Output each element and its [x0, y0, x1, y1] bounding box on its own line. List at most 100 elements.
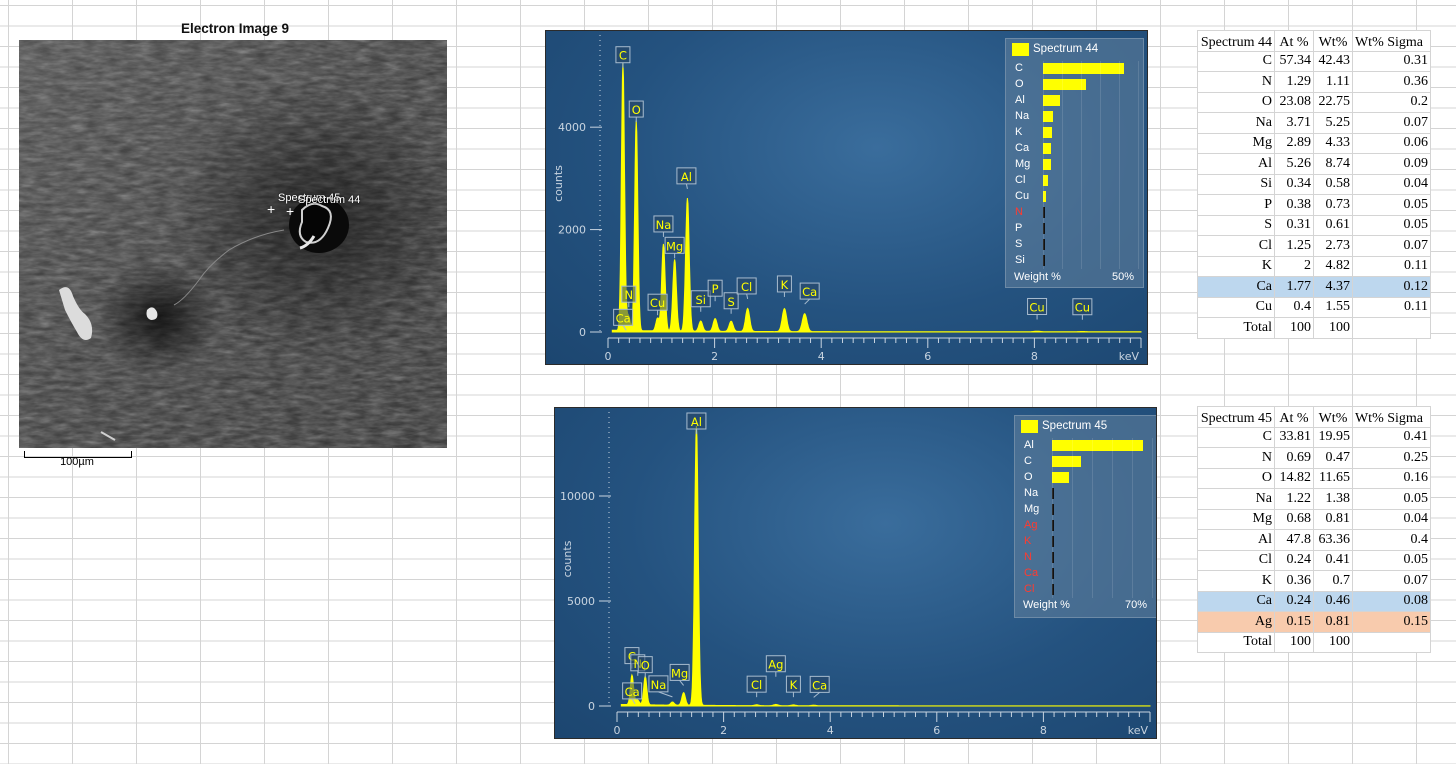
element-cell: Mg: [1197, 508, 1275, 530]
element-cell: N: [1197, 447, 1275, 469]
table-row: Cl 0.24 0.41 0.05: [1197, 549, 1432, 571]
legend-weight-bar: [1052, 488, 1054, 499]
table-row: N 1.29 1.11 0.36: [1197, 71, 1432, 93]
legend-gridline: [1119, 61, 1120, 269]
legend-gridline: [1152, 438, 1153, 598]
legend-element-label: Na: [1015, 110, 1030, 122]
table-row: Total 100 100: [1197, 631, 1432, 653]
table-row: O 14.82 11.65 0.16: [1197, 467, 1432, 489]
element-cell: O: [1197, 91, 1275, 113]
spectrum45-plot: 02468keV0500010000countsCNCaONaMgAlClAgK…: [560, 412, 1151, 737]
peak-label-cu[interactable]: Cu: [1027, 297, 1048, 320]
legend-weight-bar: [1052, 472, 1069, 483]
peak-label-text: Ca: [812, 678, 827, 692]
peak-label-o[interactable]: O: [628, 100, 644, 123]
peak-label-cl[interactable]: Cl: [746, 675, 767, 698]
legend-weight-bar: [1043, 79, 1087, 90]
table-row: C 57.34 42.43 0.31: [1197, 50, 1432, 72]
table-row: Al 47.8 63.36 0.4: [1197, 529, 1432, 551]
spectrum45-marker-icon[interactable]: +: [267, 201, 276, 217]
peak-label-cu[interactable]: Cu: [647, 293, 668, 316]
y-axis-label: counts: [552, 165, 565, 202]
peak-label-text: Na: [656, 218, 672, 232]
table-row: Cl 1.25 2.73 0.07: [1197, 235, 1432, 257]
peak-label-o[interactable]: O: [637, 656, 653, 678]
at-percent-cell: 100: [1274, 631, 1314, 653]
peak-label-box: [676, 167, 697, 185]
at-percent-cell: 1.77: [1274, 276, 1314, 298]
electron-image-title: Electron Image 9: [180, 21, 290, 36]
peak-label-ca[interactable]: Ca: [622, 682, 643, 705]
peak-label-cu[interactable]: Cu: [1072, 298, 1093, 320]
wt-percent-cell: 11.65: [1312, 467, 1353, 489]
peak-label-text: N: [624, 288, 633, 302]
legend-weight-bar: [1043, 63, 1124, 74]
peak-label-text: Na: [651, 678, 667, 692]
legend-element-label: O: [1024, 471, 1033, 483]
sigma-cell: 0.2: [1351, 91, 1432, 113]
legend-weight-bar: [1043, 255, 1045, 266]
peak-label-k[interactable]: K: [785, 675, 801, 698]
at-percent-cell: 14.82: [1274, 467, 1314, 489]
header-spectrum: Spectrum 45: [1197, 406, 1275, 428]
peak-label-na[interactable]: Na: [653, 215, 674, 237]
at-percent-cell: 0.15: [1274, 611, 1314, 633]
peak-label-ca[interactable]: Ca: [799, 282, 820, 305]
peak-label-k[interactable]: K: [776, 275, 792, 297]
header-spectrum: Spectrum 44: [1197, 30, 1275, 52]
spectrum45-chart[interactable]: 02468keV0500010000countsCNCaONaMgAlClAgK…: [554, 407, 1157, 739]
peak-label-box: [615, 46, 631, 64]
sem-electron-image[interactable]: + Spectrum 45 + Spectrum 44: [19, 40, 447, 448]
peak-label-n[interactable]: N: [621, 285, 637, 308]
legend-title: Spectrum 44: [1033, 43, 1099, 55]
sem-image-texture: [19, 40, 447, 448]
at-percent-cell: 33.81: [1274, 426, 1314, 448]
legend-weight-bar: [1043, 191, 1046, 202]
peak-label-cl[interactable]: Cl: [736, 277, 757, 300]
legend-element-label: Na: [1024, 487, 1039, 499]
peak-label-pointer: [804, 298, 811, 305]
at-percent-cell: 1.22: [1274, 488, 1314, 510]
wt-percent-cell: 0.7: [1312, 570, 1353, 592]
spectrum44-chart[interactable]: 0 2 4 6 8 keV 0 2000 4000 counts C N Ca O Cu Na Mg Al Si P S…: [545, 30, 1148, 365]
spectrum44-marker-icon[interactable]: +: [286, 203, 295, 219]
header-sigma: Wt% Sigma: [1351, 406, 1432, 428]
wt-percent-cell: 0.81: [1312, 611, 1353, 633]
at-percent-cell: 0.4: [1274, 296, 1314, 318]
spectrum44-marker-label: Spectrum 44: [298, 194, 361, 206]
legend-gridline: [1072, 438, 1073, 598]
peak-label-al[interactable]: Al: [686, 412, 707, 434]
peak-label-text: Cu: [1075, 301, 1090, 315]
peak-label-si[interactable]: Si: [690, 290, 711, 312]
peak-label-text: Ca: [802, 285, 817, 299]
legend-weight-bar: [1043, 223, 1045, 234]
peak-label-al[interactable]: Al: [676, 167, 697, 189]
element-cell: Ca: [1197, 590, 1275, 612]
peak-label-text: Ag: [768, 658, 783, 672]
legend-element-label: Cl: [1015, 174, 1026, 186]
peak-label-na[interactable]: Na: [648, 675, 673, 698]
scale-bar-label: 100µm: [60, 456, 94, 468]
peak-label-text: Cu: [650, 296, 665, 310]
sigma-cell: 0.36: [1351, 71, 1432, 93]
sigma-cell: 0.11: [1351, 296, 1432, 318]
spectrum44-results-table: Spectrum 44 At % Wt% Wt% Sigma C 57.34 42.…: [1197, 30, 1432, 339]
peak-label-ag[interactable]: Ag: [765, 655, 786, 677]
legend-weight-bar: [1043, 239, 1045, 250]
legend-gridline: [1081, 61, 1082, 269]
legend-weight-bar: [1052, 504, 1054, 515]
peak-label-p[interactable]: P: [707, 279, 723, 302]
peak-label-ca[interactable]: Ca: [613, 308, 634, 331]
spectrum45-legend: Spectrum 45 Al C O Na Mg Ag K N Ca Cl Weight % 70…: [1014, 415, 1156, 618]
spectrum45-results-table: Spectrum 45 At % Wt% Wt% Sigma C 33.81 19.…: [1197, 406, 1432, 653]
at-percent-cell: 0.24: [1274, 590, 1314, 612]
wt-percent-cell: 0.73: [1312, 194, 1353, 216]
peak-label-mg[interactable]: Mg: [669, 663, 690, 686]
peak-label-c[interactable]: C: [615, 46, 631, 68]
peak-label-s[interactable]: S: [723, 292, 739, 314]
peak-label-ca[interactable]: Ca: [809, 675, 830, 698]
peak-label-mg[interactable]: Mg: [664, 236, 685, 259]
x-tick-label: 8: [1031, 350, 1038, 363]
sigma-cell: 0.07: [1351, 112, 1432, 134]
legend-element-label: S: [1015, 238, 1023, 250]
